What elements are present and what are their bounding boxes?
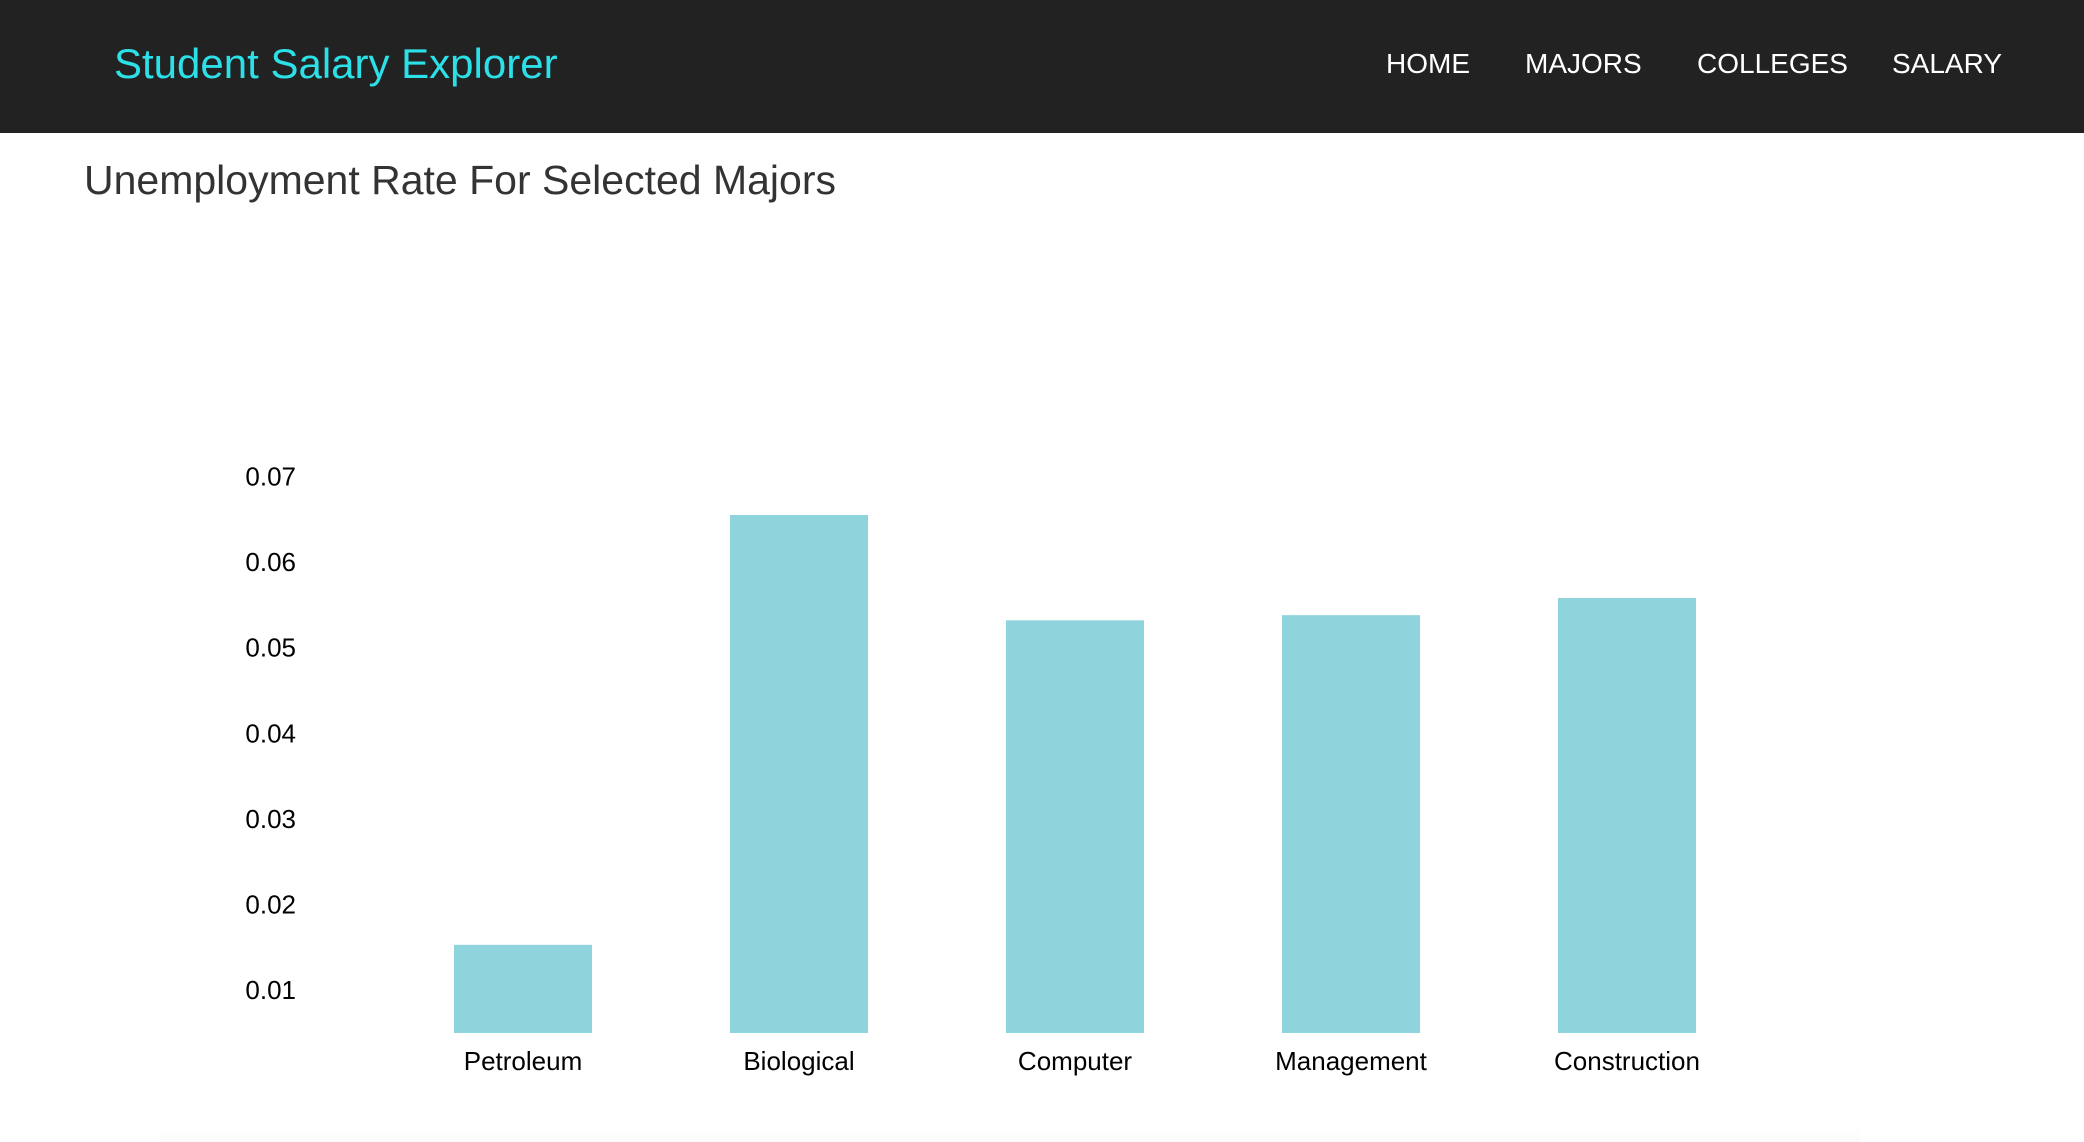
- bar-petroleum[interactable]: [454, 944, 592, 1033]
- y-tick-label: 0.06: [245, 547, 296, 577]
- nav-colleges-link[interactable]: COLLEGES: [1697, 48, 1848, 79]
- y-tick-label: 0.07: [245, 461, 296, 491]
- bar-management[interactable]: [1282, 615, 1420, 1033]
- page-title: Unemployment Rate For Selected Majors: [84, 157, 836, 203]
- y-tick-label: 0.04: [245, 718, 296, 748]
- bottom-divider: [160, 1130, 1860, 1142]
- x-category-label: Computer: [1018, 1046, 1132, 1076]
- nav-salary-link[interactable]: SALARY: [1892, 48, 2002, 79]
- bar-computer[interactable]: [1006, 620, 1144, 1033]
- nav-majors-link[interactable]: MAJORS: [1525, 48, 1642, 79]
- y-tick-label: 0.05: [245, 633, 296, 663]
- x-category-label: Biological: [743, 1046, 854, 1076]
- x-category-label: Management: [1275, 1046, 1428, 1076]
- bar-biological[interactable]: [730, 514, 868, 1033]
- bar-construction[interactable]: [1558, 598, 1696, 1033]
- navbar: Student Salary Explorer HOME MAJORS COLL…: [0, 0, 2084, 133]
- y-tick-label: 0.01: [245, 975, 296, 1005]
- brand-title[interactable]: Student Salary Explorer: [114, 40, 558, 87]
- y-tick-label: 0.03: [245, 804, 296, 834]
- x-category-label: Petroleum: [464, 1046, 583, 1076]
- y-tick-label: 0.02: [245, 890, 296, 920]
- x-category-label: Construction: [1554, 1046, 1700, 1076]
- nav-home-link[interactable]: HOME: [1386, 48, 1470, 79]
